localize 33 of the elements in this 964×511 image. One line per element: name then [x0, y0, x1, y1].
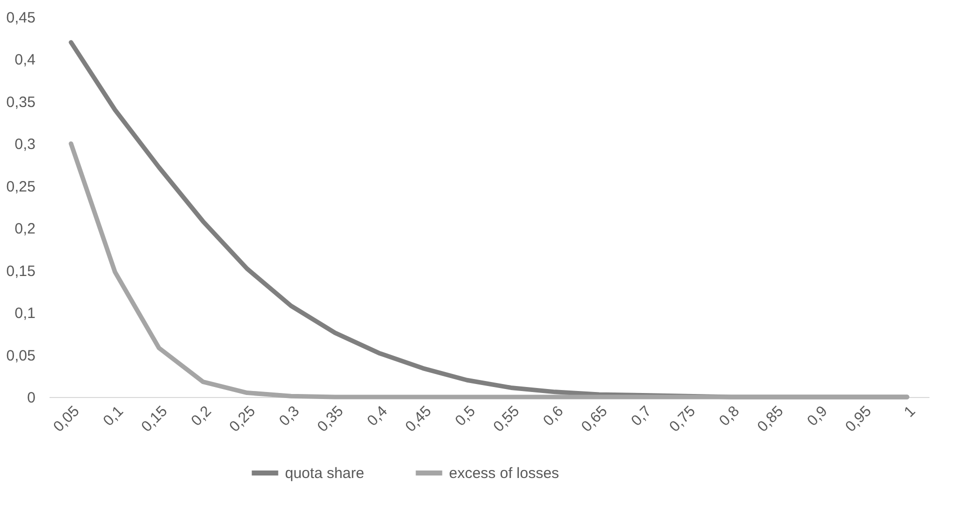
y-tick-label: 0,25: [6, 178, 36, 196]
x-tick-label: 0,1: [100, 402, 127, 430]
x-tick-label: 0,15: [138, 402, 171, 436]
x-tick-label: 0,95: [842, 402, 875, 436]
y-tick-label: 0,2: [14, 220, 36, 238]
legend-label: quota share: [285, 465, 364, 482]
x-tick-label: 0,7: [628, 402, 655, 430]
legend-label: excess of losses: [449, 465, 560, 482]
y-tick-label: 0: [27, 390, 36, 406]
x-tick-label: 0,8: [716, 402, 743, 430]
y-tick-label: 0,45: [6, 10, 36, 26]
y-tick-label: 0,15: [6, 262, 36, 280]
x-tick-label: 1: [900, 402, 919, 421]
x-tick-label: 0,9: [804, 402, 831, 430]
x-tick-label: 0,85: [754, 402, 787, 436]
y-tick-label: 0,35: [6, 94, 36, 111]
y-tick-label: 0,4: [14, 52, 36, 69]
x-tick-label: 0,05: [50, 402, 83, 436]
y-tick-label: 0,3: [14, 136, 36, 154]
x-tick-label: 0,25: [226, 402, 259, 436]
x-tick-label: 0,6: [540, 402, 567, 430]
x-tick-label: 0,35: [314, 402, 347, 436]
x-tick-label: 0,3: [276, 402, 303, 430]
x-tick-label: 0,2: [188, 402, 215, 430]
line-series: [68, 141, 910, 400]
y-tick-label: 0,05: [6, 347, 36, 364]
x-tick-label: 0,75: [666, 402, 699, 436]
y-tick-label: 0,1: [14, 305, 36, 322]
x-tick-label: 0,4: [364, 402, 391, 430]
x-tick-label: 0,5: [452, 402, 479, 430]
x-tick-label: 0,55: [490, 402, 523, 436]
x-tick-label: 0,45: [402, 402, 435, 436]
x-tick-label: 0,65: [578, 402, 611, 436]
